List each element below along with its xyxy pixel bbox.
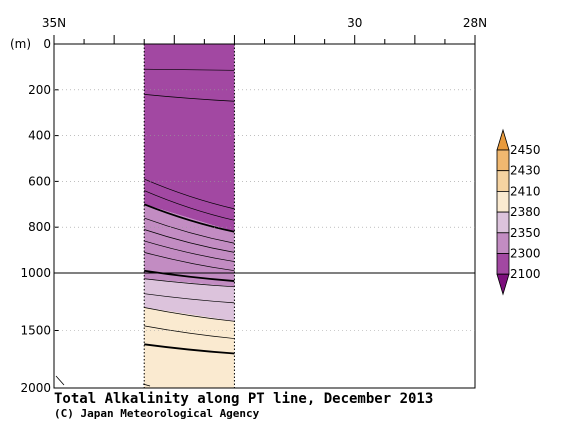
colorbar-label-2100: 2100 (510, 267, 541, 281)
colorbar-top-arrow (496, 128, 510, 151)
data-layer (143, 44, 235, 388)
x-tick-label-35: 35N (42, 16, 66, 30)
chart-title: Total Alkalinity along PT line, December… (54, 391, 433, 407)
colorbar-box-2410_2430 (496, 170, 510, 192)
colorbar-box-2380_2410 (496, 190, 510, 213)
colorbar-label-2450: 2450 (510, 143, 541, 157)
y-tick-label-2000: 2000 (20, 381, 51, 395)
colorbar-label-2380: 2380 (510, 205, 541, 219)
contour-line-8 (144, 240, 235, 262)
colorbar-box-2100_2300 (496, 253, 510, 275)
band-2380-2410 (144, 307, 235, 388)
y-tick-label-400: 400 (28, 129, 51, 143)
contour-line-4 (144, 190, 235, 221)
band-2300-2350 (144, 204, 235, 287)
contour-line-9 (144, 252, 235, 272)
band-2350-2380 (144, 278, 235, 322)
corner-mark-2 (142, 383, 151, 387)
contour-line-15 (144, 343, 235, 355)
y-tick-label-800: 800 (28, 220, 51, 234)
y-tick-label-1500: 1500 (20, 324, 51, 338)
corner-mark-1 (55, 375, 65, 386)
y-axis-unit-label: (m) (10, 37, 31, 51)
plot-frame (53, 43, 476, 389)
contour-line-11 (144, 278, 235, 288)
colorbar-label-2410: 2410 (510, 184, 541, 198)
contour-line-14 (144, 325, 235, 339)
colorbar-box-2430_2450 (496, 149, 510, 172)
colorbar-label-2430: 2430 (510, 164, 541, 178)
y-tick-label-200: 200 (28, 83, 51, 97)
x-tick-label-28: 28N (463, 16, 487, 30)
y-tick-label-0: 0 (43, 37, 51, 51)
contour-line-5 (143, 203, 235, 233)
colorbar-label-2350: 2350 (510, 226, 541, 240)
colorbar-box-2350_2380 (496, 211, 510, 234)
colorbar-label-2300: 2300 (510, 247, 541, 261)
contour-line-2 (144, 94, 235, 102)
contour-line-1 (144, 68, 235, 71)
y-tick-label-1000: 1000 (20, 266, 51, 280)
y-tick-label-600: 600 (28, 174, 51, 188)
contour-line-6 (144, 217, 235, 244)
colorbar: 2450 2430 2410 2380 2350 2300 2100 (496, 128, 541, 296)
ticks-layer: 0 200 400 600 800 1000 1500 2000 35N 30 28N (20, 16, 487, 395)
credit-text: (C) Japan Meteorological Agency (54, 407, 260, 420)
x-tick-label-30: 30 (347, 16, 362, 30)
contour-line-12 (144, 293, 235, 304)
colorbar-bottom-arrow (496, 273, 510, 296)
contour-line-10 (144, 269, 235, 282)
contour-line-7 (144, 229, 235, 253)
contour-line-3 (144, 178, 235, 210)
contour-line-13 (144, 307, 235, 322)
band-2100-2300 (144, 44, 235, 232)
colorbar-box-2300_2350 (496, 232, 510, 254)
